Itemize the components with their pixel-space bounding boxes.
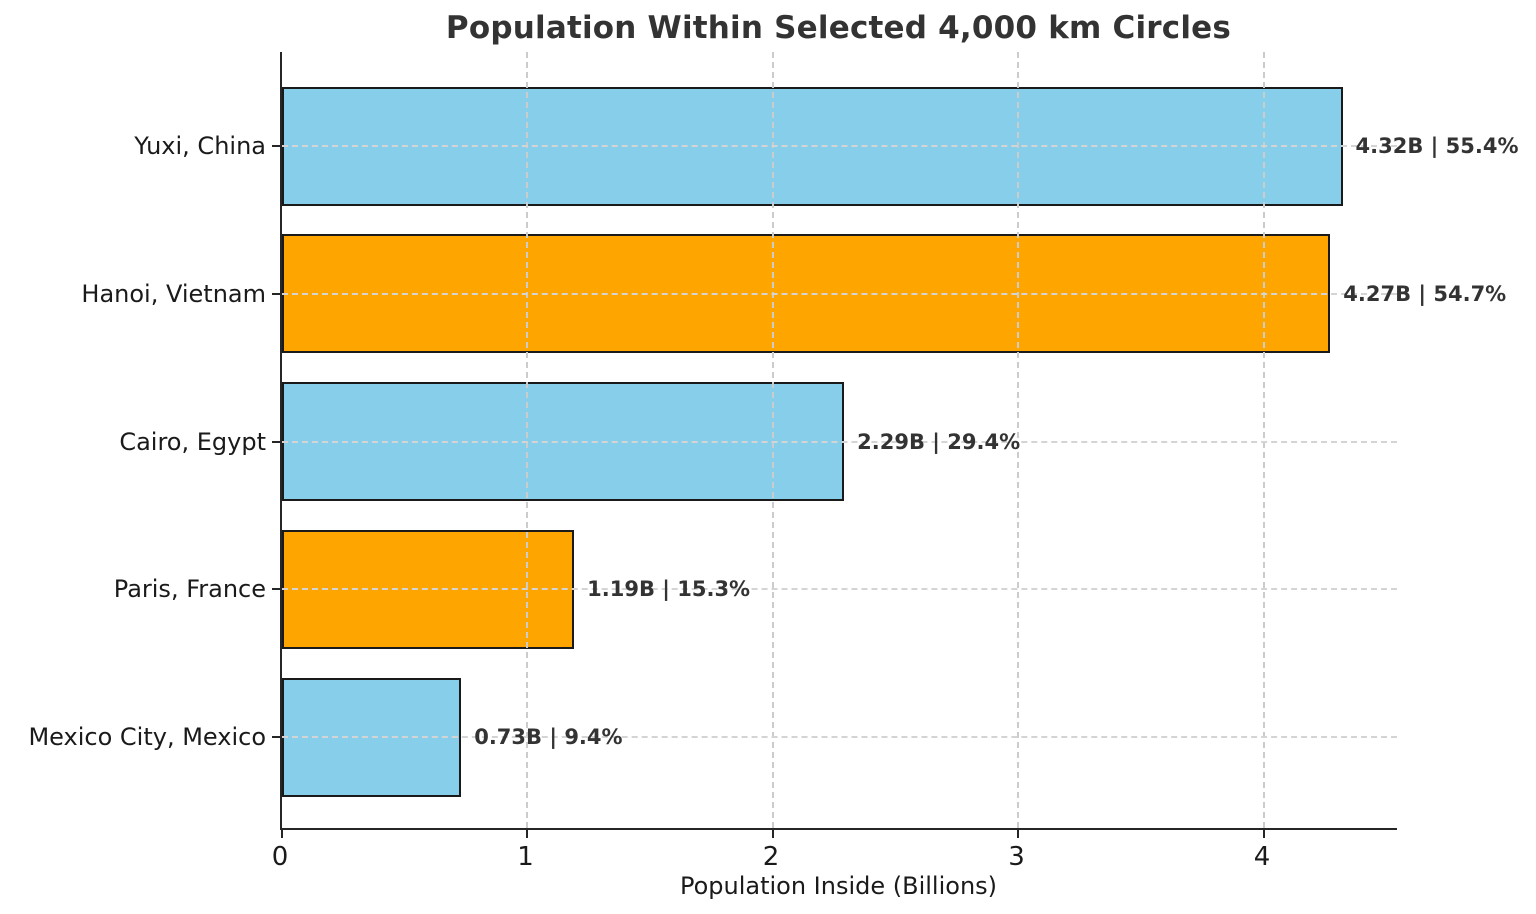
- category-label: Paris, France: [113, 575, 266, 604]
- x-tick-label: 3: [1008, 842, 1025, 872]
- v-gridline: [1262, 52, 1265, 828]
- category-label: Mexico City, Mexico: [28, 723, 266, 751]
- x-axis-label: Population Inside (Billions): [679, 872, 998, 900]
- bar-annotation: 2.29B | 29.4%: [857, 429, 1021, 454]
- plot-area: 4.32B | 55.4% 4.27B | 54.7% 2.29B | 29.4% 1…: [272, 52, 1519, 838]
- v-gridline: [771, 52, 774, 828]
- y-tick: [272, 736, 280, 738]
- category-label: Hanoi, Vietnam: [81, 279, 266, 308]
- x-tick: [1262, 830, 1265, 838]
- x-tick-label: 0: [271, 842, 289, 872]
- y-tick: [272, 440, 280, 443]
- v-gridline: [526, 52, 529, 828]
- bar-annotation: 1.19B | 15.3%: [587, 577, 751, 602]
- y-tick: [272, 292, 280, 295]
- x-tick-label: 4: [1253, 842, 1271, 872]
- h-gridline: [282, 145, 1397, 147]
- bar-annotation: 4.27B | 54.7%: [1343, 281, 1507, 306]
- v-gridline: [1017, 52, 1020, 828]
- bar-annotation: 0.73B | 9.4%: [474, 725, 623, 749]
- category-label: Cairo, Egypt: [119, 427, 266, 456]
- x-tick: [281, 830, 283, 838]
- x-tick: [771, 830, 774, 838]
- x-tick-label: 1: [517, 842, 534, 872]
- category-label: Yuxi, China: [134, 132, 266, 160]
- x-tick-label: 2: [762, 842, 780, 872]
- h-gridline: [282, 736, 1397, 738]
- y-tick: [272, 145, 280, 147]
- x-tick: [1017, 830, 1020, 838]
- chart-title: Population Within Selected 4,000 km Circ…: [445, 10, 1232, 46]
- h-gridline: [282, 440, 1397, 443]
- h-gridline: [282, 588, 1397, 591]
- h-gridline: [282, 292, 1397, 295]
- x-tick: [526, 830, 529, 838]
- bar-annotation: 4.32B | 55.4%: [1355, 134, 1519, 158]
- y-tick: [272, 588, 280, 591]
